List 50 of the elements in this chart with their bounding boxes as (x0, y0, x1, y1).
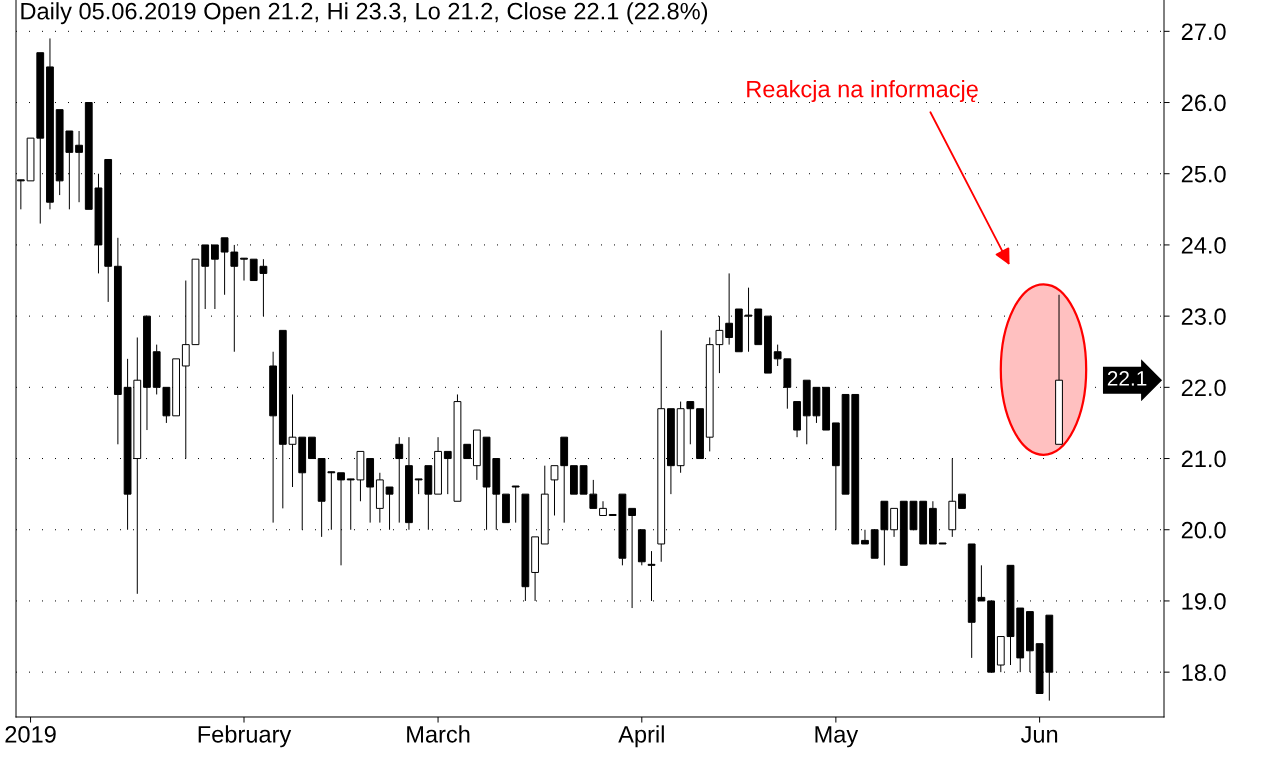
candlestick (696, 408, 704, 460)
candlestick (240, 257, 248, 282)
y-tick-label: 18.0 (1182, 664, 1226, 681)
candlestick (890, 507, 898, 538)
candlestick (366, 458, 375, 524)
x-tick-label: March (407, 725, 470, 743)
y-tick-label: 22.0 (1181, 379, 1226, 397)
y-tick-label: 24.0 (1181, 237, 1226, 254)
y-tick-label: 21.0 (1181, 450, 1226, 468)
candlestick (764, 315, 772, 374)
candlestick (502, 493, 510, 524)
candlestick (75, 130, 83, 203)
candlestick (337, 472, 345, 566)
candlestick (511, 485, 520, 524)
candlestick (958, 493, 966, 509)
y-tick-label: 27.0 (1181, 23, 1226, 41)
x-tick-label: Jun (1020, 726, 1058, 743)
candlestick (434, 436, 442, 495)
candlestick (599, 500, 607, 516)
candlestick (1055, 294, 1063, 445)
candlestick (172, 358, 180, 417)
candlestick (637, 529, 646, 566)
x-tick-label: April (618, 725, 664, 748)
candlestick (938, 542, 947, 545)
y-tick-label: 20.0 (1181, 521, 1226, 539)
candlestick (375, 472, 384, 524)
candlestick (987, 600, 995, 673)
candlestick (628, 507, 636, 609)
candlestick (928, 500, 937, 545)
candlestick (531, 536, 539, 602)
y-tick-label: 25.0 (1181, 165, 1226, 183)
x-tick-label: February (198, 725, 292, 748)
candlestick (521, 493, 530, 602)
y-tick-label: 26.0 (1181, 94, 1226, 112)
candlestick (395, 436, 404, 524)
y-tick-label: 19.0 (1182, 593, 1226, 610)
candlestick (793, 401, 801, 438)
x-tick-label: 2019 (5, 725, 56, 743)
candlestick (143, 315, 151, 431)
candlestick (861, 529, 869, 545)
candlestick (570, 465, 578, 495)
candlestick (211, 244, 219, 310)
y-tick-label: 23.0 (1181, 308, 1226, 325)
annotation: Reakcja na informację (747, 80, 978, 103)
candlestick (405, 436, 413, 531)
candlestick (667, 408, 675, 495)
chart-title: Daily 05.06.2019 Open 21.2, Hi 23.3, Lo 21.2, Close 22.1 (22.8%) (21, 2, 708, 25)
x-tick-label: May (815, 726, 859, 748)
text: 22.1 (1107, 371, 1147, 386)
candlestick (472, 429, 481, 481)
